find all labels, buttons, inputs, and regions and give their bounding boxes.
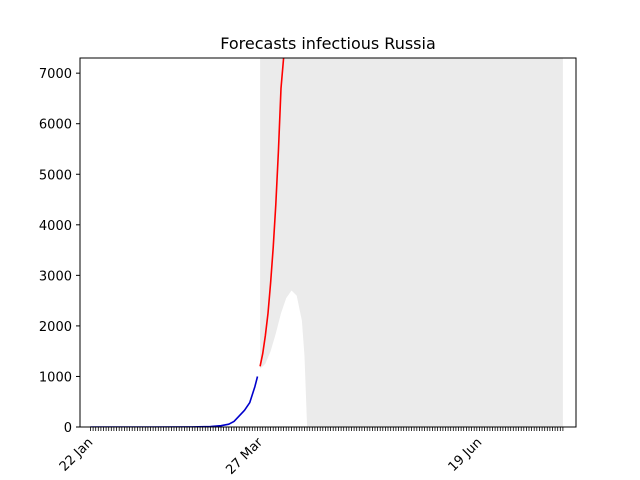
x-tick-label: 22 Jan	[57, 435, 96, 474]
y-tick-label: 7000	[39, 67, 72, 82]
chart-title: Forecasts infectious Russia	[220, 34, 436, 53]
y-tick-label: 5000	[39, 168, 72, 183]
forecast-interval-band	[260, 58, 563, 427]
observed-series-line	[90, 376, 259, 427]
y-tick-label: 1000	[39, 370, 72, 385]
y-tick-label: 4000	[39, 219, 72, 234]
y-tick-label: 0	[64, 421, 72, 436]
y-tick-label: 3000	[39, 269, 72, 284]
y-tick-label: 6000	[39, 118, 72, 133]
y-tick-label: 2000	[39, 320, 72, 335]
x-tick-label: 27 Mar	[223, 435, 266, 478]
series-layer	[90, 58, 285, 427]
forecast-interval-layer	[260, 58, 563, 427]
forecast-series-line	[259, 58, 285, 367]
x-tick-label: 19 Jun	[446, 435, 486, 475]
